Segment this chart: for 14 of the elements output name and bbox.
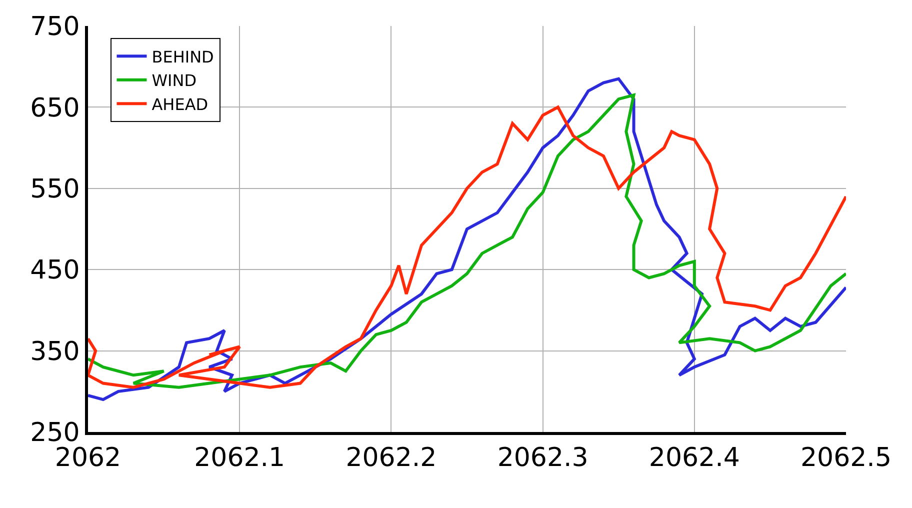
legend-label: WIND bbox=[152, 71, 197, 90]
x-tick-label: 2062.5 bbox=[800, 443, 892, 474]
x-tick-label: 2062.3 bbox=[497, 443, 588, 474]
legend-label: AHEAD bbox=[152, 94, 208, 114]
y-tick-label: 350 bbox=[30, 336, 80, 367]
y-tick-label: 650 bbox=[30, 93, 80, 124]
x-tick-label: 2062 bbox=[54, 443, 122, 474]
legend-label: BEHIND bbox=[152, 47, 214, 66]
y-tick-label: 750 bbox=[30, 12, 80, 42]
x-tick-label: 2062.2 bbox=[346, 443, 437, 474]
y-tick-label: 450 bbox=[30, 256, 80, 286]
y-tick-label: 550 bbox=[30, 174, 80, 204]
x-tick-label: 2062.1 bbox=[194, 443, 286, 474]
x-tick-label: 2062.4 bbox=[648, 443, 740, 474]
